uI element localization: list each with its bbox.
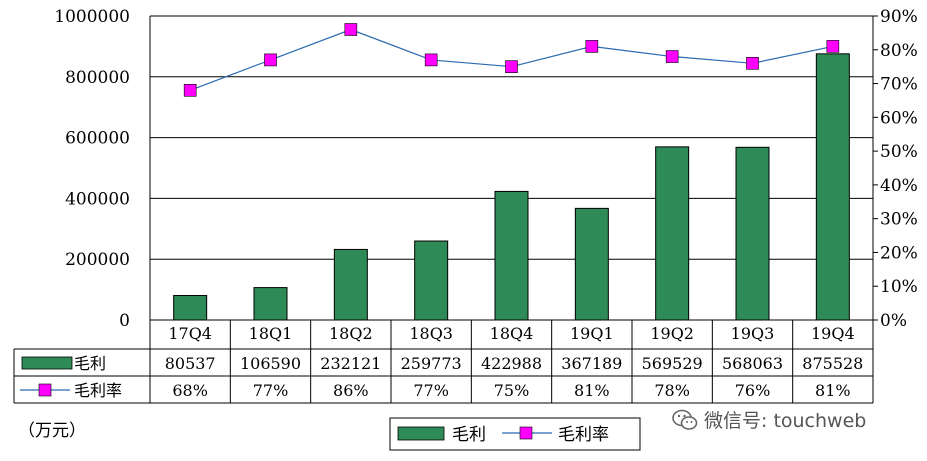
bar-19Q4 [815, 53, 850, 321]
y-left-tick-label: 1000000 [54, 7, 130, 27]
legend-key-marker [519, 426, 533, 440]
x-category-label: 18Q4 [490, 324, 534, 343]
watermark-text: 微信号: touchweb [704, 410, 867, 432]
y-left-tick-label: 800000 [65, 68, 130, 88]
bar-18Q3 [414, 240, 449, 321]
wechat-icon [672, 409, 698, 430]
bar-data-label: 106590 [240, 354, 301, 373]
bar-19Q3 [735, 146, 770, 321]
line-series [183, 23, 840, 97]
line-path [189, 28, 833, 91]
bar-data-label: 80537 [165, 354, 216, 373]
line-data-label: 78% [654, 381, 690, 400]
unit-label: （万元） [18, 421, 86, 441]
line-marker-18Q3 [424, 53, 438, 67]
table-row-header: 毛利率 [74, 381, 122, 400]
bar-19Q1 [574, 207, 609, 321]
y-right-tick-label: 80% [880, 41, 918, 61]
bar-series [173, 53, 850, 321]
legend: 毛利 毛利率 [389, 417, 641, 451]
x-category-label: 18Q1 [249, 324, 293, 343]
line-marker-19Q3 [746, 56, 759, 70]
line-marker-19Q4 [826, 40, 840, 53]
line-marker-17Q4 [183, 84, 197, 97]
bar-data-label: 875528 [802, 354, 863, 373]
line-data-label: 86% [333, 381, 369, 400]
bar-18Q4 [494, 190, 529, 321]
y-right-tick-label: 30% [880, 210, 918, 230]
line-marker-19Q1 [585, 40, 599, 53]
line-data-label: 75% [494, 381, 530, 400]
legend-label-line: 毛利率 [558, 425, 609, 445]
y-right-tick-label: 70% [880, 75, 918, 95]
y-left-tick-label: 0 [119, 311, 130, 331]
x-category-label: 19Q3 [731, 324, 775, 343]
y-right-tick-label: 50% [880, 142, 918, 162]
watermark: 微信号: touchweb [672, 406, 866, 433]
bar-data-label: 259773 [401, 354, 462, 373]
y-right-tick-label: 90% [880, 7, 918, 27]
legend-key-bar [397, 426, 445, 441]
line-marker-18Q2 [344, 23, 358, 36]
bar-data-label: 569529 [642, 354, 703, 373]
y-right-tick-label: 40% [880, 176, 918, 196]
bar-data-label: 232121 [320, 354, 381, 373]
x-category-label: 19Q2 [650, 324, 694, 343]
bar-17Q4 [173, 295, 208, 321]
line-data-label: 68% [172, 381, 208, 400]
line-data-label: 76% [735, 381, 771, 400]
axes: 0 200000 400000 600000 800000 1000000 0% 10% 20%… [54, 7, 918, 331]
x-category-label: 19Q1 [570, 324, 614, 343]
x-category-label: 18Q3 [409, 324, 453, 343]
line-marker-19Q2 [665, 50, 679, 63]
x-category-label: 19Q4 [811, 324, 855, 343]
table-row-header: 毛利 [74, 354, 106, 373]
line-data-label: 77% [253, 381, 289, 400]
bar-18Q2 [333, 248, 368, 321]
line-data-label: 77% [413, 381, 449, 400]
table-key-marker [38, 383, 52, 397]
y-left-tick-label: 200000 [65, 250, 130, 270]
table-key-bar [21, 356, 73, 370]
line-data-label: 81% [574, 381, 610, 400]
bar-19Q2 [655, 146, 690, 321]
y-right-tick-label: 10% [880, 277, 918, 297]
bar-data-label: 367189 [561, 354, 622, 373]
line-data-label: 81% [815, 381, 851, 400]
legend-label-bar: 毛利 [452, 425, 486, 445]
data-table: 17Q4 80537 68% 18Q1 106590 77% 18Q2 232121 86% 18… [13, 319, 874, 404]
bar-18Q1 [253, 287, 288, 321]
line-marker-18Q4 [505, 60, 518, 73]
y-left-tick-label: 400000 [65, 189, 130, 209]
y-right-tick-label: 60% [880, 108, 918, 128]
bar-data-label: 568063 [722, 354, 783, 373]
y-right-tick-label: 0% [880, 311, 907, 331]
y-left-tick-label: 600000 [65, 129, 130, 149]
x-category-label: 17Q4 [168, 324, 212, 343]
line-marker-18Q1 [264, 53, 277, 67]
bar-data-label: 422988 [481, 354, 542, 373]
x-category-label: 18Q2 [329, 324, 373, 343]
y-right-tick-label: 20% [880, 243, 918, 263]
